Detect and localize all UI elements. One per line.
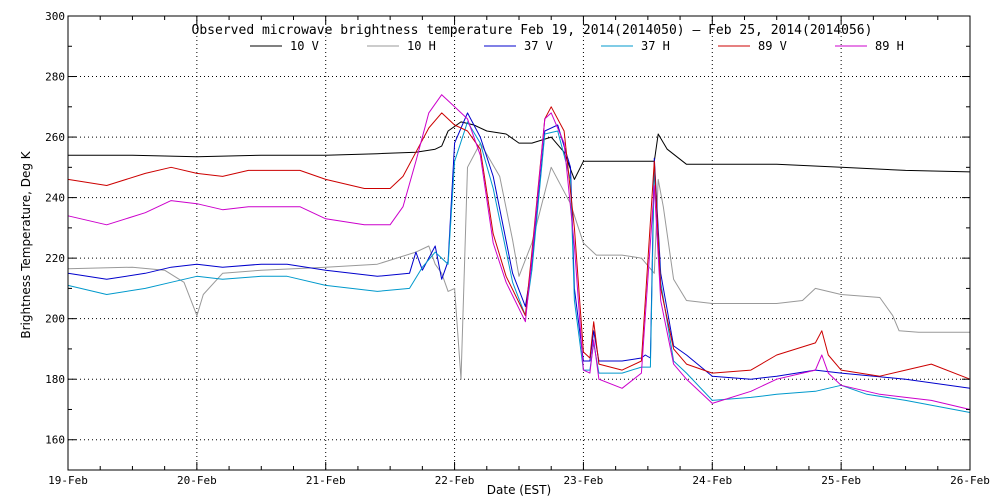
legend-label: 37 V — [524, 39, 553, 53]
series-line-89h — [67, 94, 971, 410]
legend-label: 37 H — [641, 39, 670, 53]
legend-label: 10 H — [407, 39, 436, 53]
x-tick-label: 26-Feb — [950, 474, 990, 487]
series-line-10h — [67, 142, 970, 380]
y-axis-label: Brightness Temperature, Deg K — [19, 150, 33, 338]
x-axis-label: Date (EST) — [487, 483, 551, 497]
series-lines — [67, 94, 971, 413]
x-tick-label: 21-Feb — [306, 474, 346, 487]
y-tick-label: 200 — [45, 313, 65, 326]
y-tick-label: 260 — [45, 131, 65, 144]
axes: 19-Feb 20-Feb 21-Feb 22-Feb 23-Feb 24-Feb 25-F… — [45, 10, 990, 487]
x-tick-label: 25-Feb — [821, 474, 861, 487]
x-tick-label: 22-Feb — [435, 474, 475, 487]
chart-title: Observed microwave brightness temperatur… — [192, 23, 873, 38]
legend-label: 89 H — [875, 39, 904, 53]
y-tick-label: 240 — [45, 192, 65, 205]
y-tick-label: 300 — [45, 10, 65, 23]
y-tick-label: 280 — [45, 71, 65, 84]
plot-frame — [67, 15, 971, 471]
grid — [68, 16, 970, 470]
series-line-37v — [67, 112, 971, 389]
x-tick-label: 23-Feb — [564, 474, 604, 487]
series-line-89v — [67, 106, 971, 380]
x-tick-label: 24-Feb — [692, 474, 732, 487]
y-tick-label: 160 — [45, 434, 65, 447]
legend: 10 V 10 H 37 V 37 H 89 V 89 H — [250, 39, 904, 53]
x-tick-label: 20-Feb — [177, 474, 217, 487]
y-tick-label: 180 — [45, 373, 65, 386]
y-tick-label: 220 — [45, 252, 65, 265]
series-line-10v — [68, 121, 971, 180]
legend-label: 10 V — [290, 39, 319, 53]
x-tick-label: 19-Feb — [48, 474, 88, 487]
legend-label: 89 V — [758, 39, 787, 53]
series-line-37h — [67, 121, 971, 413]
